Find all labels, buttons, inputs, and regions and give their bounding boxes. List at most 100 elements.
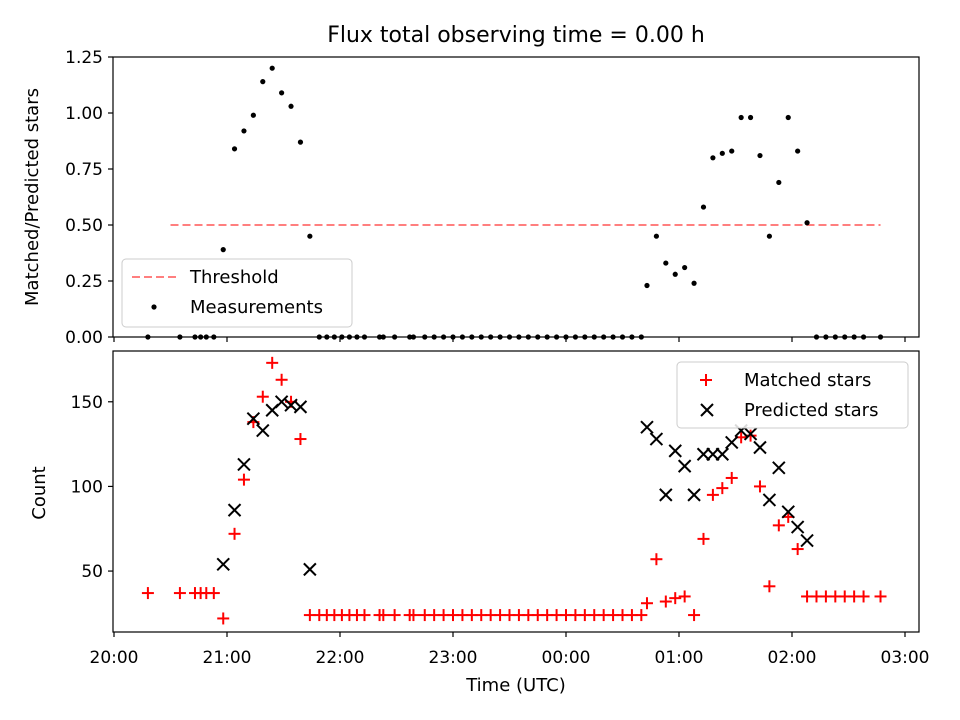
top-legend-box (121, 258, 353, 328)
bottom-legend-box (676, 361, 909, 429)
measurement-point (757, 152, 763, 159)
matched-star-point (266, 356, 279, 369)
top-legend: Threshold Measurements (121, 258, 353, 328)
matched-star-point (706, 488, 719, 501)
predicted-star-point (246, 412, 261, 426)
matched-star-point (725, 471, 738, 484)
x-tick-label: 03:00 (881, 648, 930, 668)
top-x-ticks (113, 337, 906, 342)
measurement-point (241, 128, 247, 134)
matched-star-point (669, 592, 682, 605)
measurement-point (747, 114, 754, 121)
measurement-point (682, 264, 688, 271)
bottom-plot-frame (112, 350, 920, 633)
predicted-star-point (216, 557, 230, 571)
predicted-star-point (706, 447, 720, 461)
matched-star-point (275, 373, 288, 386)
predicted-star-point (753, 440, 767, 455)
legend-measurements-label: Measurements (190, 297, 323, 318)
measurement-point (288, 103, 294, 109)
top-y-tick-label: 1.00 (65, 104, 103, 124)
predicted-star-point (743, 427, 758, 441)
top-y-ticks: 0.00 0.25 0.50 0.75 1.00 1.25 (65, 48, 113, 348)
x-tick-label: 02:00 (768, 648, 817, 668)
predicted-star-point (772, 461, 786, 475)
predicted-star-point (696, 447, 711, 461)
top-y-axis-label: Matched/Predicted stars (22, 88, 43, 306)
x-tick-label: 00:00 (542, 648, 591, 668)
matched-star-point (407, 609, 420, 622)
measurement-point (644, 282, 650, 289)
measurement-point (653, 233, 660, 239)
bottom-y-tick-label: 50 (81, 562, 103, 582)
matched-star-point (358, 609, 371, 622)
bottom-marks (141, 356, 887, 625)
bottom-y-tick-label: 100 (71, 477, 103, 497)
top-panel: 0.00 0.25 0.50 0.75 1.00 1.25 Matched/Predict… (22, 48, 920, 348)
top-y-tick-label: 0.75 (65, 160, 103, 180)
measurement-point (220, 247, 226, 253)
legend-matched-label: Matched stars (744, 370, 871, 391)
predicted-star-point (781, 505, 795, 519)
matched-star-point (256, 390, 269, 403)
measurement-point (776, 179, 782, 186)
matched-star-point (753, 480, 766, 493)
measurement-point (663, 260, 669, 266)
legend-predicted-label: Predicted stars (744, 400, 878, 421)
measurement-point (691, 280, 697, 286)
predicted-star-point (237, 457, 251, 472)
top-y-tick-label: 0.25 (65, 272, 103, 292)
predicted-star-point (659, 488, 673, 502)
measurement-point (738, 114, 744, 121)
chart-title: Flux total observing time = 0.00 h (327, 23, 705, 48)
measurement-point (672, 271, 678, 277)
matched-star-point (874, 590, 887, 603)
matched-star-point (716, 482, 729, 495)
measurement-point (804, 220, 810, 226)
measurement-point (279, 90, 285, 96)
legend-predicted-swatch (700, 403, 714, 417)
matched-star-point (791, 543, 804, 556)
matched-star-point (697, 532, 710, 545)
predicted-star-point (725, 435, 739, 450)
predicted-star-point (762, 493, 777, 507)
predicted-star-point (687, 488, 701, 502)
top-y-tick-label: 0.00 (65, 328, 103, 348)
measurement-point (719, 150, 725, 156)
predicted-star-point (227, 503, 242, 517)
bottom-y-tick-label: 150 (71, 393, 103, 413)
x-tick-label: 01:00 (655, 648, 704, 668)
predicted-star-point (800, 533, 814, 548)
measurement-point (766, 233, 773, 239)
legend-matched-swatch (700, 374, 712, 386)
bottom-legend: Matched stars Predicted stars (676, 361, 909, 429)
predicted-star-point (790, 520, 805, 534)
measurement-point (231, 146, 238, 152)
top-y-tick-label: 1.25 (65, 48, 103, 68)
x-tick-label: 23:00 (429, 648, 478, 668)
measurement-point (700, 204, 707, 210)
top-plot-frame (112, 56, 920, 338)
measurement-point (729, 148, 735, 154)
matched-star-point (763, 580, 776, 593)
measurement-point (250, 112, 256, 118)
measurement-point (260, 79, 266, 85)
x-tick-label: 22:00 (316, 648, 365, 668)
x-tick-label: 20:00 (90, 648, 139, 668)
legend-measurements-swatch (151, 304, 157, 310)
measurement-point (795, 148, 801, 154)
matched-star-point (678, 590, 691, 603)
bottom-y-axis-label: Count (29, 466, 50, 519)
legend-threshold-label: Threshold (189, 267, 279, 288)
x-axis-label: Time (UTC) (465, 675, 566, 696)
top-y-tick-label: 0.50 (65, 216, 103, 236)
predicted-star-point (649, 432, 664, 446)
matched-star-point (388, 609, 401, 622)
matched-star-point (640, 597, 653, 610)
predicted-star-point (668, 444, 682, 458)
predicted-star-point (274, 395, 289, 409)
measurement-point (710, 155, 716, 161)
measurement-point (785, 114, 791, 121)
matched-star-point (207, 587, 220, 600)
